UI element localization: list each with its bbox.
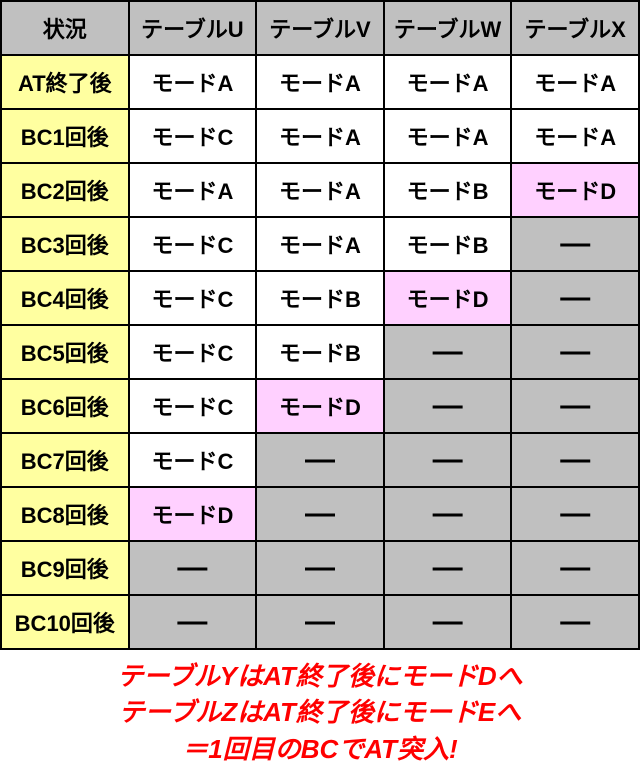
table-row: BC10回後————: [1, 595, 639, 649]
row-label: BC1回後: [1, 109, 129, 163]
cell: モードA: [384, 55, 512, 109]
cell: —: [384, 595, 512, 649]
row-label: BC3回後: [1, 217, 129, 271]
cell: —: [511, 379, 639, 433]
cell: モードD: [511, 163, 639, 217]
table-row: BC7回後モードC———: [1, 433, 639, 487]
cell: —: [256, 595, 384, 649]
cell: モードC: [129, 433, 257, 487]
cell: —: [129, 595, 257, 649]
col-header-w: テーブルW: [384, 1, 512, 55]
cell: —: [384, 487, 512, 541]
cell: モードC: [129, 379, 257, 433]
cell: —: [129, 541, 257, 595]
cell: —: [384, 325, 512, 379]
col-header-v: テーブルV: [256, 1, 384, 55]
footer-line-1: テーブルYはAT終了後にモードDへ: [0, 658, 640, 694]
table-body: AT終了後モードAモードAモードAモードABC1回後モードCモードAモードAモー…: [1, 55, 639, 649]
cell: モードB: [384, 163, 512, 217]
cell: モードA: [129, 55, 257, 109]
row-label: BC4回後: [1, 271, 129, 325]
cell: —: [511, 541, 639, 595]
table-row: BC3回後モードCモードAモードB—: [1, 217, 639, 271]
cell: モードC: [129, 325, 257, 379]
cell: —: [511, 433, 639, 487]
col-header-x: テーブルX: [511, 1, 639, 55]
cell: モードD: [384, 271, 512, 325]
cell: —: [384, 541, 512, 595]
cell: —: [511, 595, 639, 649]
cell: —: [256, 433, 384, 487]
cell: —: [511, 217, 639, 271]
table-row: BC8回後モードD———: [1, 487, 639, 541]
cell: モードC: [129, 109, 257, 163]
cell: モードA: [256, 109, 384, 163]
cell: モードA: [256, 55, 384, 109]
cell: モードA: [256, 163, 384, 217]
table-row: BC4回後モードCモードBモードD—: [1, 271, 639, 325]
cell: —: [384, 379, 512, 433]
cell: モードC: [129, 217, 257, 271]
cell: モードB: [256, 325, 384, 379]
header-row: 状況 テーブルU テーブルV テーブルW テーブルX: [1, 1, 639, 55]
table-row: BC6回後モードCモードD——: [1, 379, 639, 433]
footer-line-2: テーブルZはAT終了後にモードEへ: [0, 694, 640, 730]
col-header-u: テーブルU: [129, 1, 257, 55]
cell: —: [256, 541, 384, 595]
cell: —: [511, 487, 639, 541]
cell: —: [511, 271, 639, 325]
cell: —: [256, 487, 384, 541]
footer-line-3: ＝1回目のBCでAT突入!: [0, 731, 640, 767]
cell: モードC: [129, 271, 257, 325]
cell: モードA: [511, 55, 639, 109]
row-label: BC2回後: [1, 163, 129, 217]
cell: モードA: [256, 217, 384, 271]
cell: —: [511, 325, 639, 379]
cell: モードA: [384, 109, 512, 163]
footer-text: テーブルYはAT終了後にモードDへ テーブルZはAT終了後にモードEへ ＝1回目…: [0, 650, 640, 775]
row-label: BC6回後: [1, 379, 129, 433]
cell: モードD: [129, 487, 257, 541]
col-header-situation: 状況: [1, 1, 129, 55]
row-label: BC10回後: [1, 595, 129, 649]
row-label: BC5回後: [1, 325, 129, 379]
cell: モードB: [256, 271, 384, 325]
row-label: AT終了後: [1, 55, 129, 109]
table-row: BC2回後モードAモードAモードBモードD: [1, 163, 639, 217]
table-row: AT終了後モードAモードAモードAモードA: [1, 55, 639, 109]
row-label: BC7回後: [1, 433, 129, 487]
row-label: BC9回後: [1, 541, 129, 595]
cell: モードD: [256, 379, 384, 433]
table-row: BC1回後モードCモードAモードAモードA: [1, 109, 639, 163]
table-row: BC5回後モードCモードB——: [1, 325, 639, 379]
row-label: BC8回後: [1, 487, 129, 541]
mode-table: 状況 テーブルU テーブルV テーブルW テーブルX AT終了後モードAモードA…: [0, 0, 640, 650]
cell: —: [384, 433, 512, 487]
cell: モードA: [511, 109, 639, 163]
cell: モードB: [384, 217, 512, 271]
cell: モードA: [129, 163, 257, 217]
table-row: BC9回後————: [1, 541, 639, 595]
